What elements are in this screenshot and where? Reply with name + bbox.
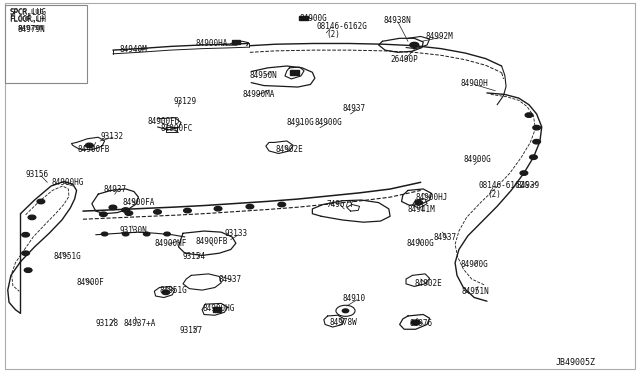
Circle shape <box>525 113 533 117</box>
Text: 84951G: 84951G <box>159 286 187 295</box>
Circle shape <box>143 232 150 236</box>
Bar <box>213 307 221 311</box>
Text: 84910: 84910 <box>342 294 365 303</box>
Text: 84951G: 84951G <box>54 251 81 261</box>
Text: 84900HJ: 84900HJ <box>415 193 448 202</box>
Text: 93156: 93156 <box>26 170 49 179</box>
Text: 84937+A: 84937+A <box>124 319 156 328</box>
Bar <box>291 70 299 75</box>
Text: 84900HA: 84900HA <box>196 39 228 48</box>
Circle shape <box>101 232 108 236</box>
Text: 84940M: 84940M <box>119 45 147 54</box>
Text: 84950N: 84950N <box>250 71 278 80</box>
Circle shape <box>22 251 29 256</box>
Circle shape <box>164 232 170 236</box>
Circle shape <box>533 125 540 130</box>
Text: 84900FB: 84900FB <box>78 145 110 154</box>
Text: 93157: 93157 <box>180 326 203 335</box>
Text: 84900G: 84900G <box>406 239 434 248</box>
Text: 84902E: 84902E <box>275 145 303 154</box>
Text: 84900FC: 84900FC <box>161 124 193 133</box>
Circle shape <box>22 232 29 237</box>
Circle shape <box>100 212 107 217</box>
Circle shape <box>533 140 540 144</box>
Circle shape <box>37 199 45 204</box>
Text: 84939: 84939 <box>516 182 540 190</box>
Text: 93132: 93132 <box>100 132 124 141</box>
Text: 84900G: 84900G <box>300 13 327 22</box>
Text: 08146-6162G: 08146-6162G <box>478 182 529 190</box>
Text: 84979N: 84979N <box>17 25 45 33</box>
Circle shape <box>125 211 132 215</box>
Text: 84938N: 84938N <box>384 16 412 25</box>
Bar <box>300 16 308 20</box>
Text: 93154: 93154 <box>183 252 206 262</box>
Text: 26490P: 26490P <box>390 55 418 64</box>
Circle shape <box>184 208 191 213</box>
Text: 84978W: 84978W <box>330 318 357 327</box>
Text: (2): (2) <box>326 30 340 39</box>
Circle shape <box>109 205 116 210</box>
Circle shape <box>162 290 170 295</box>
Text: 93133: 93133 <box>225 230 248 238</box>
Text: 84979N: 84979N <box>17 25 44 31</box>
Circle shape <box>530 155 538 160</box>
Text: 08146-6162G: 08146-6162G <box>317 22 368 31</box>
Text: 84937: 84937 <box>433 233 456 242</box>
Bar <box>4 5 88 83</box>
Text: SPCR,LUG: SPCR,LUG <box>9 9 44 15</box>
Text: (2): (2) <box>487 190 501 199</box>
Text: 84900FA: 84900FA <box>122 198 155 207</box>
Text: 84900HF: 84900HF <box>154 239 187 248</box>
Text: 93129: 93129 <box>173 97 196 106</box>
Circle shape <box>342 309 349 312</box>
Circle shape <box>246 204 253 209</box>
Circle shape <box>28 215 36 219</box>
Text: 84910G: 84910G <box>287 118 315 127</box>
Circle shape <box>415 201 422 205</box>
Text: 84900G: 84900G <box>463 155 491 164</box>
Text: 84900G: 84900G <box>315 118 342 127</box>
Circle shape <box>122 232 129 236</box>
Text: FLOOR,LH: FLOOR,LH <box>9 16 44 22</box>
Text: 93130N: 93130N <box>119 226 147 235</box>
Circle shape <box>154 210 161 214</box>
Text: 84900G: 84900G <box>460 260 488 269</box>
Text: 84902E: 84902E <box>414 279 442 288</box>
Circle shape <box>278 202 285 207</box>
Text: SPCR,LUG: SPCR,LUG <box>9 8 46 17</box>
Text: 84937: 84937 <box>103 185 127 194</box>
Text: JB49005Z: JB49005Z <box>556 358 596 367</box>
Circle shape <box>520 171 528 175</box>
Circle shape <box>410 42 419 48</box>
Circle shape <box>214 206 222 211</box>
Bar <box>232 39 240 44</box>
Text: 84976: 84976 <box>409 319 433 328</box>
Circle shape <box>411 320 420 325</box>
Text: 84990MA: 84990MA <box>243 90 275 99</box>
Text: 84937: 84937 <box>342 104 365 113</box>
Text: 84900F: 84900F <box>77 278 104 287</box>
Text: 84900FD: 84900FD <box>148 117 180 126</box>
Circle shape <box>24 268 32 272</box>
Text: 84900HG: 84900HG <box>51 178 83 187</box>
Text: 84992M: 84992M <box>425 32 453 41</box>
Text: 84937: 84937 <box>218 275 241 283</box>
Text: 84941M: 84941M <box>408 205 436 215</box>
Text: 84900H: 84900H <box>460 79 488 88</box>
Text: 84951N: 84951N <box>461 287 489 296</box>
Circle shape <box>86 143 93 148</box>
Text: FLOOR,LH: FLOOR,LH <box>9 15 46 24</box>
Text: 84900FB: 84900FB <box>196 237 228 246</box>
Text: 74967Y: 74967Y <box>326 200 354 209</box>
Circle shape <box>122 208 129 212</box>
Text: 84900HG: 84900HG <box>202 304 234 313</box>
Text: 93128: 93128 <box>96 319 119 328</box>
